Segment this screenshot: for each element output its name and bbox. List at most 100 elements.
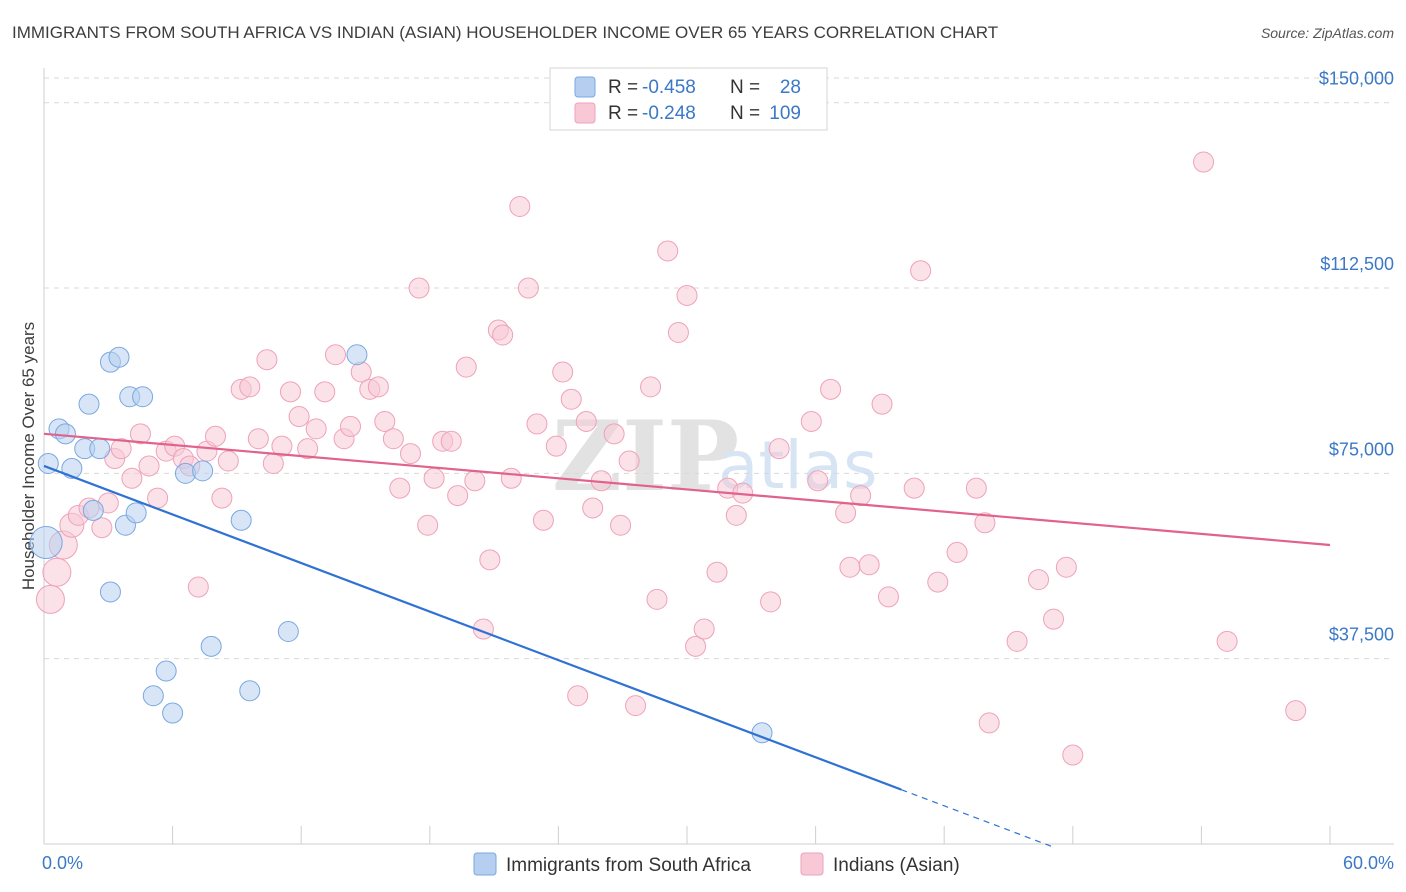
legend-n-label-pink: N = — [730, 103, 760, 124]
chart-source: Source: ZipAtlas.com — [1261, 25, 1394, 41]
legend-r-label-pink: R = — [608, 103, 638, 124]
south-africa-point-14 — [125, 502, 147, 524]
indians-point-94 — [903, 477, 925, 499]
indians-point-0 — [35, 584, 65, 614]
legend-r-label-blue: R = — [608, 77, 638, 98]
chart-title: IMMIGRANTS FROM SOUTH AFRICA VS INDIAN (… — [12, 23, 998, 42]
indians-point-31 — [297, 438, 319, 460]
south-africa-point-7 — [82, 499, 104, 521]
bottom-legend-swatch-pink — [800, 852, 824, 876]
indians-point-11 — [129, 423, 151, 445]
indians-point-55 — [492, 324, 514, 346]
south-africa-point-18 — [162, 702, 184, 724]
indians-point-93 — [877, 586, 899, 608]
indians-point-87 — [820, 378, 842, 400]
south-africa-point-3 — [54, 423, 76, 445]
south-africa-point-23 — [239, 680, 261, 702]
trend-line-south-africa-extension — [901, 789, 1052, 847]
indians-point-77 — [685, 635, 707, 657]
indians-point-46 — [423, 467, 445, 489]
indians-point-40 — [374, 410, 396, 432]
south-africa-point-16 — [142, 685, 164, 707]
south-africa-point-15 — [132, 386, 154, 408]
stats-legend-box — [549, 67, 828, 131]
indians-point-108 — [1285, 700, 1307, 722]
indians-point-51 — [464, 470, 486, 492]
indians-point-98 — [965, 477, 987, 499]
y-tick-label-2: $112,500 — [1320, 254, 1394, 274]
indians-point-60 — [532, 509, 554, 531]
indians-point-41 — [382, 428, 404, 450]
indians-point-106 — [1193, 151, 1215, 173]
indians-point-29 — [279, 381, 301, 403]
indians-point-34 — [324, 344, 346, 366]
trend-lines — [43, 432, 1331, 847]
indians-point-44 — [408, 277, 430, 299]
indians-point-10 — [121, 467, 143, 489]
legend-r-value-blue: -0.458 — [642, 77, 696, 98]
indians-point-63 — [560, 388, 582, 410]
indians-point-101 — [1006, 630, 1028, 652]
indians-point-1 — [42, 557, 72, 587]
indians-point-84 — [768, 438, 790, 460]
legend-swatch-blue — [574, 76, 596, 98]
indians-point-76 — [676, 284, 698, 306]
indians-point-107 — [1216, 630, 1238, 652]
series-legend: Immigrants from South Africa Indians (As… — [473, 852, 960, 876]
indians-point-74 — [657, 240, 679, 262]
indians-point-36 — [339, 415, 361, 437]
indians-point-28 — [271, 435, 293, 457]
series-indians-asian — [35, 151, 1307, 766]
indians-point-24 — [239, 376, 261, 398]
indians-point-20 — [204, 425, 226, 447]
bottom-legend-label-blue: Immigrants from South Africa — [506, 855, 751, 876]
south-africa-point-9 — [99, 581, 121, 603]
south-africa-point-17 — [155, 660, 177, 682]
south-africa-point-24 — [277, 620, 299, 642]
trend-line-south-africa — [43, 464, 902, 791]
indians-point-43 — [400, 443, 422, 465]
indians-point-66 — [582, 497, 604, 519]
indians-point-61 — [545, 435, 567, 457]
indians-point-12 — [138, 455, 160, 477]
legend-swatch-pink — [574, 102, 596, 124]
indians-point-68 — [603, 423, 625, 445]
indians-point-42 — [389, 477, 411, 499]
indians-point-91 — [858, 554, 880, 576]
indians-point-72 — [640, 376, 662, 398]
indians-point-99 — [974, 512, 996, 534]
indians-point-53 — [479, 549, 501, 571]
indians-point-95 — [910, 260, 932, 282]
south-africa-point-11 — [108, 346, 130, 368]
indians-point-22 — [217, 450, 239, 472]
x-tick-label-60: 60.0% — [1343, 853, 1394, 873]
indians-point-75 — [667, 322, 689, 344]
indians-point-105 — [1062, 744, 1084, 766]
indians-point-62 — [552, 361, 574, 383]
indians-point-92 — [871, 393, 893, 415]
indians-point-70 — [618, 450, 640, 472]
indians-point-50 — [455, 356, 477, 378]
indians-point-69 — [610, 514, 632, 536]
indians-point-58 — [517, 277, 539, 299]
indians-point-83 — [760, 591, 782, 613]
indians-point-6 — [91, 517, 113, 539]
indians-point-104 — [1055, 556, 1077, 578]
indians-point-30 — [288, 406, 310, 428]
bottom-legend-swatch-blue — [473, 852, 497, 876]
y-tick-label-0: $37,500 — [1329, 625, 1394, 645]
legend-r-value-pink: -0.248 — [642, 103, 696, 124]
indians-point-65 — [575, 410, 597, 432]
indians-point-49 — [447, 485, 469, 507]
watermark: ZIP atlas — [552, 400, 878, 513]
indians-point-25 — [247, 428, 269, 450]
indians-point-97 — [946, 541, 968, 563]
indians-point-45 — [417, 514, 439, 536]
trend-line-indians — [43, 432, 1331, 547]
indians-point-64 — [567, 685, 589, 707]
indians-point-78 — [693, 618, 715, 640]
south-africa-point-20 — [192, 460, 214, 482]
indians-point-88 — [835, 502, 857, 524]
south-africa-point-22 — [230, 509, 252, 531]
indians-point-56 — [500, 467, 522, 489]
